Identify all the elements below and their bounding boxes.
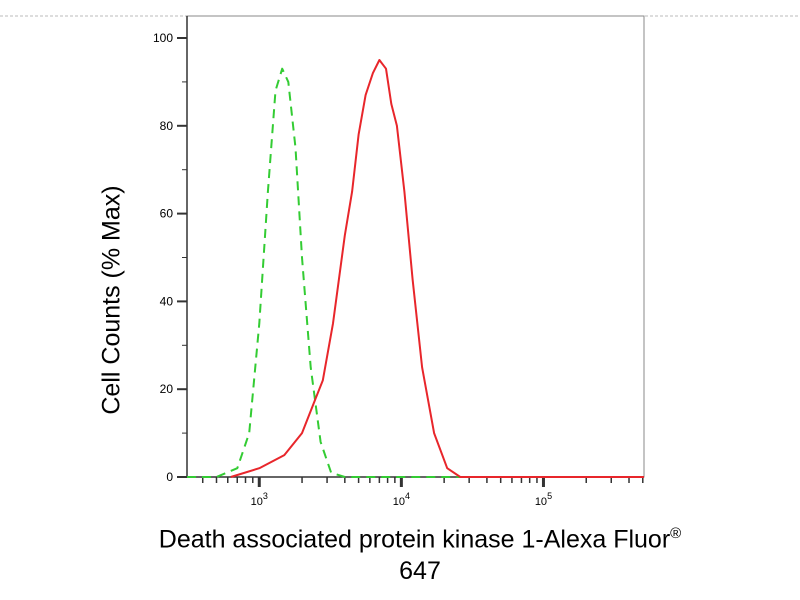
registered-mark: ® [670, 525, 682, 542]
y-tick-label: 100 [153, 31, 173, 45]
plot-frame [186, 15, 645, 478]
y-tick-label: 20 [160, 382, 174, 396]
series-line-1 [230, 59, 644, 478]
y-axis-label: Cell Counts (% Max) [97, 185, 126, 415]
y-tick-label: 60 [160, 207, 174, 221]
x-axis-label: Death associated protein kinase 1-Alexa … [40, 518, 800, 587]
x-tick-label: 105 [535, 491, 552, 508]
y-tick-label: 80 [160, 119, 174, 133]
x-tick-label: 104 [393, 491, 410, 508]
y-tick-label: 40 [160, 294, 174, 308]
y-tick-label: 0 [166, 470, 173, 484]
x-axis-label-line1: Death associated protein kinase 1-Alexa … [158, 525, 671, 554]
series-line-0 [187, 67, 470, 478]
x-axis-label-line2: 647 [399, 557, 441, 586]
x-tick-label: 103 [251, 491, 268, 508]
